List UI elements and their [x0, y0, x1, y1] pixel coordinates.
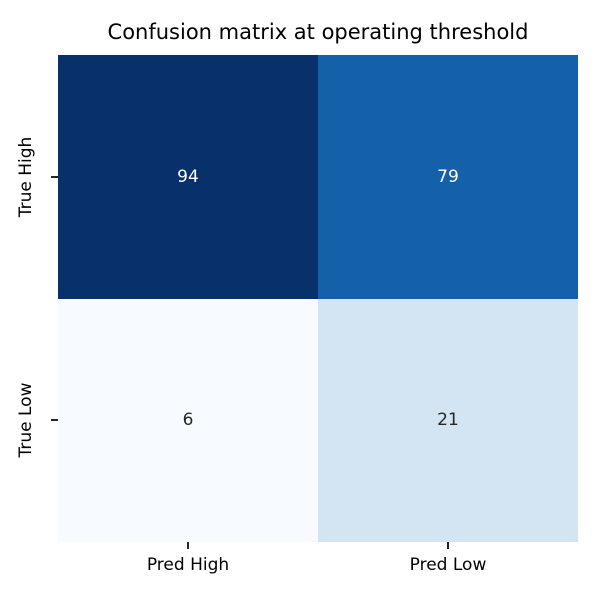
- heatmap-cell-true-high-pred-low: 79: [318, 55, 578, 299]
- x-axis-label-pred-high: Pred High: [146, 555, 230, 575]
- y-axis-tick-true-high: [51, 176, 58, 178]
- heatmap-cell-true-high-pred-high: 94: [58, 55, 318, 299]
- chart-title: Confusion matrix at operating threshold: [107, 20, 529, 44]
- y-axis-label-true-high: True High: [16, 136, 36, 218]
- heatmap-cell-true-low-pred-high: 6: [58, 298, 318, 542]
- y-axis-tick-true-low: [51, 419, 58, 421]
- x-axis-label-pred-low: Pred Low: [409, 555, 487, 575]
- heatmap-grid: 94 79 6 21: [58, 55, 578, 542]
- y-axis-label-true-low: True Low: [16, 382, 36, 458]
- heatmap-cell-true-low-pred-low: 21: [318, 298, 578, 542]
- x-axis-tick-pred-high: [187, 542, 189, 549]
- x-axis-tick-pred-low: [447, 542, 449, 549]
